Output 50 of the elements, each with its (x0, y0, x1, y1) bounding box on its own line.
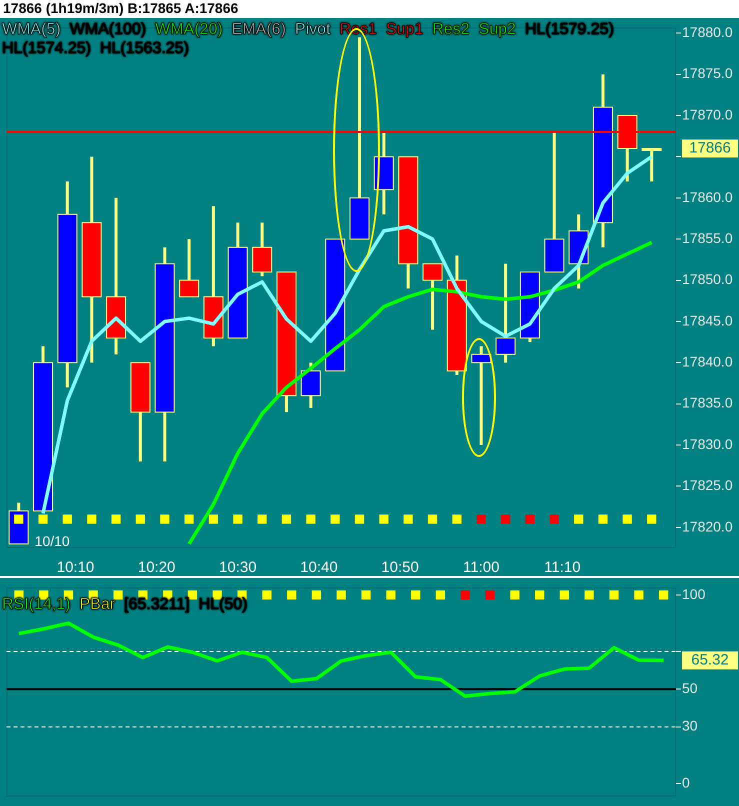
candlestick (130, 362, 150, 462)
x-tick-label: 10:20 (138, 559, 176, 576)
text: 65.32 (691, 651, 729, 668)
y-tick-label: 100 (682, 586, 706, 602)
y-tick-label: 50 (682, 680, 698, 696)
y-tick-label: 17825.0 (682, 477, 733, 494)
y-tick-label: 17850.0 (682, 271, 733, 288)
x-tick-label: 11:00 (463, 559, 500, 576)
candlestick (544, 132, 564, 273)
text: WMA(20) (155, 20, 223, 39)
text: WMA(5) (2, 20, 61, 39)
y-tick-label: 17860.0 (682, 188, 733, 205)
y-tick-label: 17820.0 (682, 518, 733, 534)
legend-label: HL(1579.25) (524, 20, 614, 39)
legend-label: Res1 (339, 20, 377, 39)
legend-label: WMA(100) (70, 20, 146, 39)
y-tick-label: 17835.0 (682, 394, 733, 411)
candlestick (350, 37, 370, 240)
y-tick-label: 17840.0 (682, 354, 733, 370)
x-tick-label: 10:40 (300, 559, 338, 576)
legend-label: Pivot (294, 20, 330, 39)
y-tick-label: 30 (682, 718, 698, 734)
x-tick-label: 10:50 (381, 559, 419, 576)
text: 17866 (689, 140, 731, 157)
x-tick-label: 10:30 (219, 559, 257, 576)
ref-line-label: HL(50) (198, 595, 248, 614)
y-tick-label: 0 (682, 774, 690, 790)
series-label: PBar (79, 595, 116, 614)
series-label: RSI(14,1) (2, 595, 70, 614)
legend-label: HL(1563.25) (100, 39, 189, 58)
candlestick (82, 156, 102, 363)
y-tick-label: 17845.0 (682, 312, 733, 328)
legend-label: EMA(6) (232, 20, 286, 39)
legend-label: Sup1 (386, 20, 424, 39)
y-tick-label: 17870.0 (682, 106, 733, 122)
candlestick (57, 181, 78, 388)
legend-label: HL(1574.25) (2, 39, 91, 58)
candlestick (154, 247, 175, 462)
y-tick-label: 17855.0 (682, 230, 733, 246)
y-tick-label: 17875.0 (682, 65, 733, 82)
x-tick-label: 11:10 (544, 559, 581, 576)
candlestick (398, 156, 418, 289)
chart-title: 17866 (1h19m/3m) B:17865 A:17866 (2, 0, 240, 18)
y-tick-label: 17880.0 (682, 24, 733, 40)
legend-label: Res2 (432, 20, 470, 39)
legend-label: Sup2 (478, 20, 516, 39)
annotation: 10/10 (34, 532, 70, 549)
annotation: [65.3211] (124, 595, 190, 614)
x-tick-label: 10:10 (56, 559, 94, 576)
y-tick-label: 17830.0 (682, 436, 733, 452)
